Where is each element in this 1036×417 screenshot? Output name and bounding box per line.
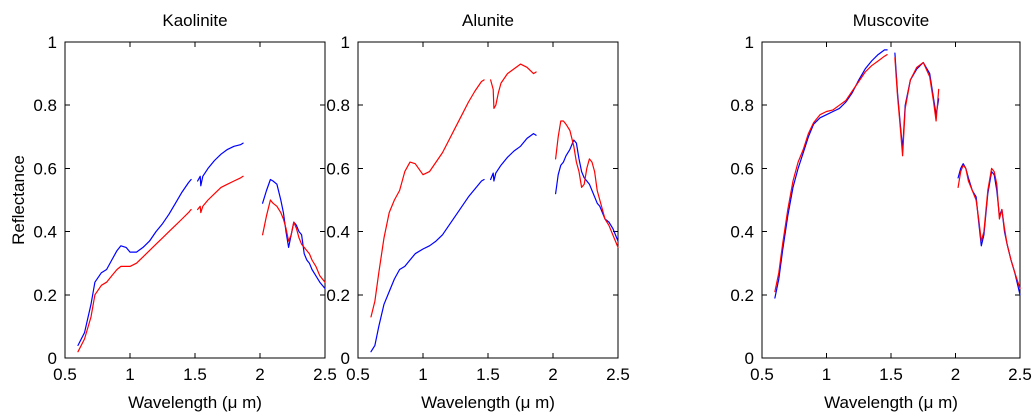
y-tick-label: 1 [341,33,350,52]
x-tick-label: 0.5 [346,365,370,384]
x-tick-label: 1.5 [183,365,207,384]
y-tick-label: 0.4 [326,223,350,242]
y-tick-label: 0.6 [730,159,754,178]
series-2-line-segment-1 [774,53,888,293]
plot-area-frame [761,41,1021,359]
x-tick-label: 2.5 [606,365,630,384]
y-tick-label: 0.8 [730,96,754,115]
y-tick-label: 0 [745,349,754,368]
series-2-line-segment-3 [957,164,1021,290]
x-tick-label: 1.5 [476,365,500,384]
y-tick-label: 0.2 [33,286,57,305]
x-tick-label: 1.5 [879,365,903,384]
series-2-line-segment-1 [370,79,485,318]
series-2-line-segment-3 [554,120,619,248]
series-2-line-segment-2 [197,175,244,214]
y-tick-label: 0 [48,349,57,368]
y-tick-label: 0.4 [33,223,57,242]
series-2-line-segment-1 [77,208,192,353]
chart-title: Kaolinite [162,11,227,30]
series-1-line-segment-3 [262,178,326,290]
x-axis-label: Wavelength (μ m) [128,393,262,412]
x-tick-label: 2 [951,365,960,384]
x-tick-label: 2 [255,365,264,384]
y-tick-label: 0 [341,349,350,368]
y-axis-label: Reflectance [9,155,28,245]
x-axis-label: Wavelength (μ m) [421,393,555,412]
y-tick-label: 1 [745,33,754,52]
x-axis-label: Wavelength (μ m) [824,393,958,412]
series-2-line-segment-2 [490,63,537,110]
x-tick-label: 2.5 [313,365,337,384]
y-tick-label: 0.4 [730,223,754,242]
chart-panel-3: 0.5 1 1.5 2 2.5 0 0.2 0.4 0.6 0.8 1 Muscovite Wavele… [730,11,1031,412]
series-1-line-segment-2 [490,133,537,182]
series-2-line-segment-3 [262,199,326,283]
x-tick-label: 1 [125,365,134,384]
plot-area-frame [64,41,326,359]
series-1-line-segment-2 [197,142,244,187]
chart-panel-1: 0.5 1 1.5 2 2.5 0 0.2 0.4 0.6 0.8 1 Kaolinite Wavele… [9,11,337,412]
series-1-line-segment-1 [370,178,485,353]
y-tick-label: 0.8 [326,96,350,115]
chart-title: Muscovite [853,11,930,30]
y-tick-label: 0.2 [730,286,754,305]
y-tick-label: 1 [48,33,57,52]
y-tick-label: 0.2 [326,286,350,305]
x-tick-label: 0.5 [750,365,774,384]
y-tick-label: 0.6 [33,159,57,178]
x-tick-label: 1 [418,365,427,384]
chart-panel-2: 0.5 1 1.5 2 2.5 0 0.2 0.4 0.6 0.8 1 Alunite Waveleng… [326,11,629,412]
chart-title: Alunite [462,11,514,30]
series-1-line-segment-1 [774,49,888,299]
series-1-line-segment-1 [77,178,192,346]
y-tick-label: 0.8 [33,96,57,115]
x-tick-label: 1 [822,365,831,384]
plot-area-frame [357,41,619,359]
y-tick-label: 0.6 [326,159,350,178]
x-tick-label: 0.5 [53,365,77,384]
series-2-line-segment-2 [894,57,940,157]
x-tick-label: 2.5 [1008,365,1032,384]
x-tick-label: 2 [548,365,557,384]
